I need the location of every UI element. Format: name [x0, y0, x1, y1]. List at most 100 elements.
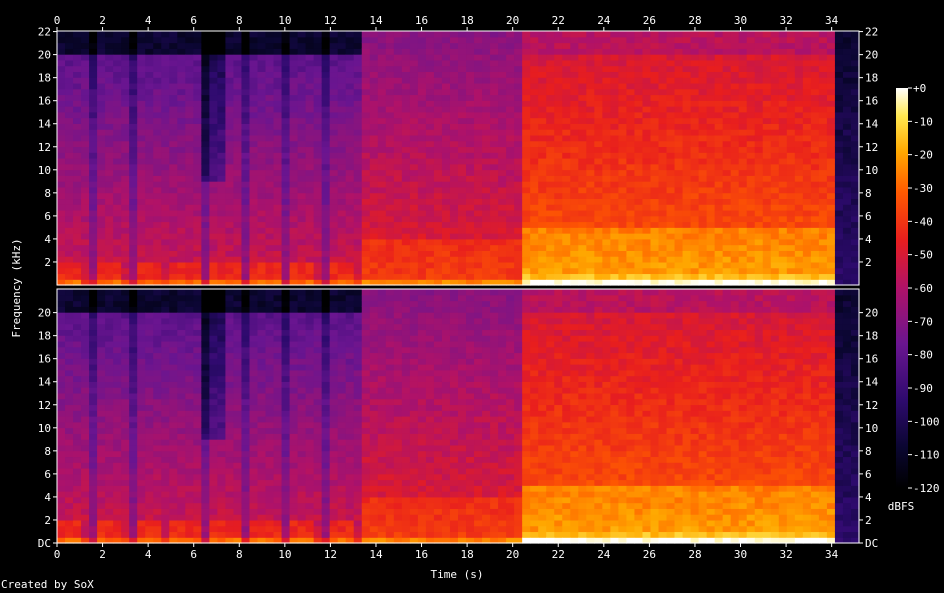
x-tick-label-bottom: 6	[190, 548, 197, 561]
y-tick-label-right: 20	[865, 307, 878, 320]
y-tick-label-right: 2	[865, 256, 872, 269]
x-tick-label-top: 22	[552, 14, 565, 27]
y-tick-label-right: 6	[865, 468, 872, 481]
y-tick-label-left: 4	[44, 233, 51, 246]
channel-2-spectrogram	[57, 289, 860, 544]
colorbar-tick-label: -120	[913, 482, 940, 495]
x-tick-label-top: 20	[506, 14, 519, 27]
x-tick-label-top: 8	[236, 14, 243, 27]
colorbar-tick-label: -10	[913, 115, 933, 128]
x-tick-label-bottom: 14	[369, 548, 383, 561]
colorbar-tick-label: -50	[913, 249, 933, 262]
colorbar-tick-label: -30	[913, 182, 933, 195]
x-tick-label-bottom: 22	[552, 548, 565, 561]
y-tick-label-left: 6	[44, 468, 51, 481]
x-tick-label-top: 6	[190, 14, 197, 27]
y-tick-label-left: 8	[44, 445, 51, 458]
y-tick-label-right: DC	[865, 537, 878, 550]
x-tick-label-bottom: 34	[825, 548, 839, 561]
y-tick-label-right: 4	[865, 491, 872, 504]
x-tick-label-top: 10	[278, 14, 291, 27]
y-tick-label-right: 4	[865, 233, 872, 246]
y-tick-label-left: 2	[44, 514, 51, 527]
colorbar-tick-label: -20	[913, 149, 933, 162]
y-tick-label-left: 12	[38, 399, 51, 412]
y-tick-label-right: 8	[865, 445, 872, 458]
y-tick-label-right: 8	[865, 187, 872, 200]
channel-1-spectrogram	[57, 31, 860, 286]
x-tick-label-bottom: 16	[415, 548, 428, 561]
colorbar-tick-label: -70	[913, 315, 933, 328]
y-tick-label-right: 18	[865, 72, 878, 85]
colorbar-tick-label: -40	[913, 215, 933, 228]
plot-frame	[56, 288, 860, 544]
colorbar-tick-label: -100	[913, 415, 940, 428]
x-tick-label-top: 14	[369, 14, 383, 27]
y-tick-label-right: 2	[865, 514, 872, 527]
x-tick-label-top: 26	[643, 14, 656, 27]
y-tick-label-left: 22	[38, 26, 51, 39]
x-tick-label-bottom: 20	[506, 548, 519, 561]
y-tick-label-left: 16	[38, 353, 51, 366]
y-tick-label-left: 4	[44, 491, 51, 504]
x-tick-label-bottom: 12	[324, 548, 337, 561]
y-tick-label-right: 16	[865, 353, 878, 366]
y-tick-label-right: 12	[865, 399, 878, 412]
y-tick-label-right: 10	[865, 422, 878, 435]
x-tick-label-top: 34	[825, 14, 839, 27]
x-tick-label-bottom: 32	[779, 548, 792, 561]
x-tick-label-top: 28	[688, 14, 701, 27]
y-tick-label-left: 20	[38, 49, 51, 62]
x-tick-label-top: 32	[779, 14, 792, 27]
colorbar-tick-label: +0	[913, 82, 926, 95]
y-tick-label-left: DC	[38, 537, 51, 550]
x-tick-label-top: 0	[54, 14, 61, 27]
colorbar	[896, 88, 908, 488]
y-tick-label-left: 14	[38, 376, 52, 389]
x-tick-label-top: 16	[415, 14, 428, 27]
y-tick-label-left: 10	[38, 422, 51, 435]
x-tick-label-bottom: 26	[643, 548, 656, 561]
y-tick-label-left: 14	[38, 118, 52, 131]
y-tick-label-left: 20	[38, 307, 51, 320]
y-tick-label-right: 22	[865, 26, 878, 39]
colorbar-tick-label: -90	[913, 382, 933, 395]
y-tick-label-left: 6	[44, 210, 51, 223]
x-tick-label-bottom: 18	[460, 548, 473, 561]
y-tick-label-right: 12	[865, 141, 878, 154]
y-tick-label-right: 16	[865, 95, 878, 108]
y-tick-label-left: 10	[38, 164, 51, 177]
x-tick-label-bottom: 4	[145, 548, 152, 561]
colorbar-tick-label: -110	[913, 449, 940, 462]
plot-frame	[56, 30, 860, 286]
x-tick-label-bottom: 24	[597, 548, 611, 561]
x-tick-label-top: 12	[324, 14, 337, 27]
y-tick-label-right: 10	[865, 164, 878, 177]
x-tick-label-top: 4	[145, 14, 152, 27]
x-tick-label-bottom: 0	[54, 548, 61, 561]
y-tick-label-right: 20	[865, 49, 878, 62]
x-tick-label-bottom: 8	[236, 548, 243, 561]
y-axis-label: Frequency (kHz)	[10, 238, 23, 337]
y-tick-label-left: 12	[38, 141, 51, 154]
y-tick-label-left: 18	[38, 72, 51, 85]
x-tick-label-bottom: 2	[99, 548, 106, 561]
credit-text: Created by SoX	[1, 578, 94, 591]
x-tick-label-top: 2	[99, 14, 106, 27]
y-tick-label-left: 18	[38, 330, 51, 343]
x-tick-label-bottom: 28	[688, 548, 701, 561]
y-tick-label-left: 2	[44, 256, 51, 269]
colorbar-ticks: +0 -10 -20 -30 -40 -50 -60 -70 -80 -90 -100 -110 -12…	[908, 82, 940, 495]
colorbar-tick-label: -60	[913, 282, 933, 295]
colorbar-tick-label: -80	[913, 349, 933, 362]
x-tick-label-bottom: 30	[734, 548, 747, 561]
x-tick-label-top: 30	[734, 14, 747, 27]
x-tick-label-bottom: 10	[278, 548, 291, 561]
x-axis-label: Time (s)	[431, 568, 484, 581]
y-tick-label-right: 6	[865, 210, 872, 223]
y-tick-label-right: 14	[865, 118, 879, 131]
x-tick-label-top: 24	[597, 14, 611, 27]
spectrogram-panels	[57, 31, 860, 544]
y-tick-label-left: 16	[38, 95, 51, 108]
x-tick-label-top: 18	[460, 14, 473, 27]
